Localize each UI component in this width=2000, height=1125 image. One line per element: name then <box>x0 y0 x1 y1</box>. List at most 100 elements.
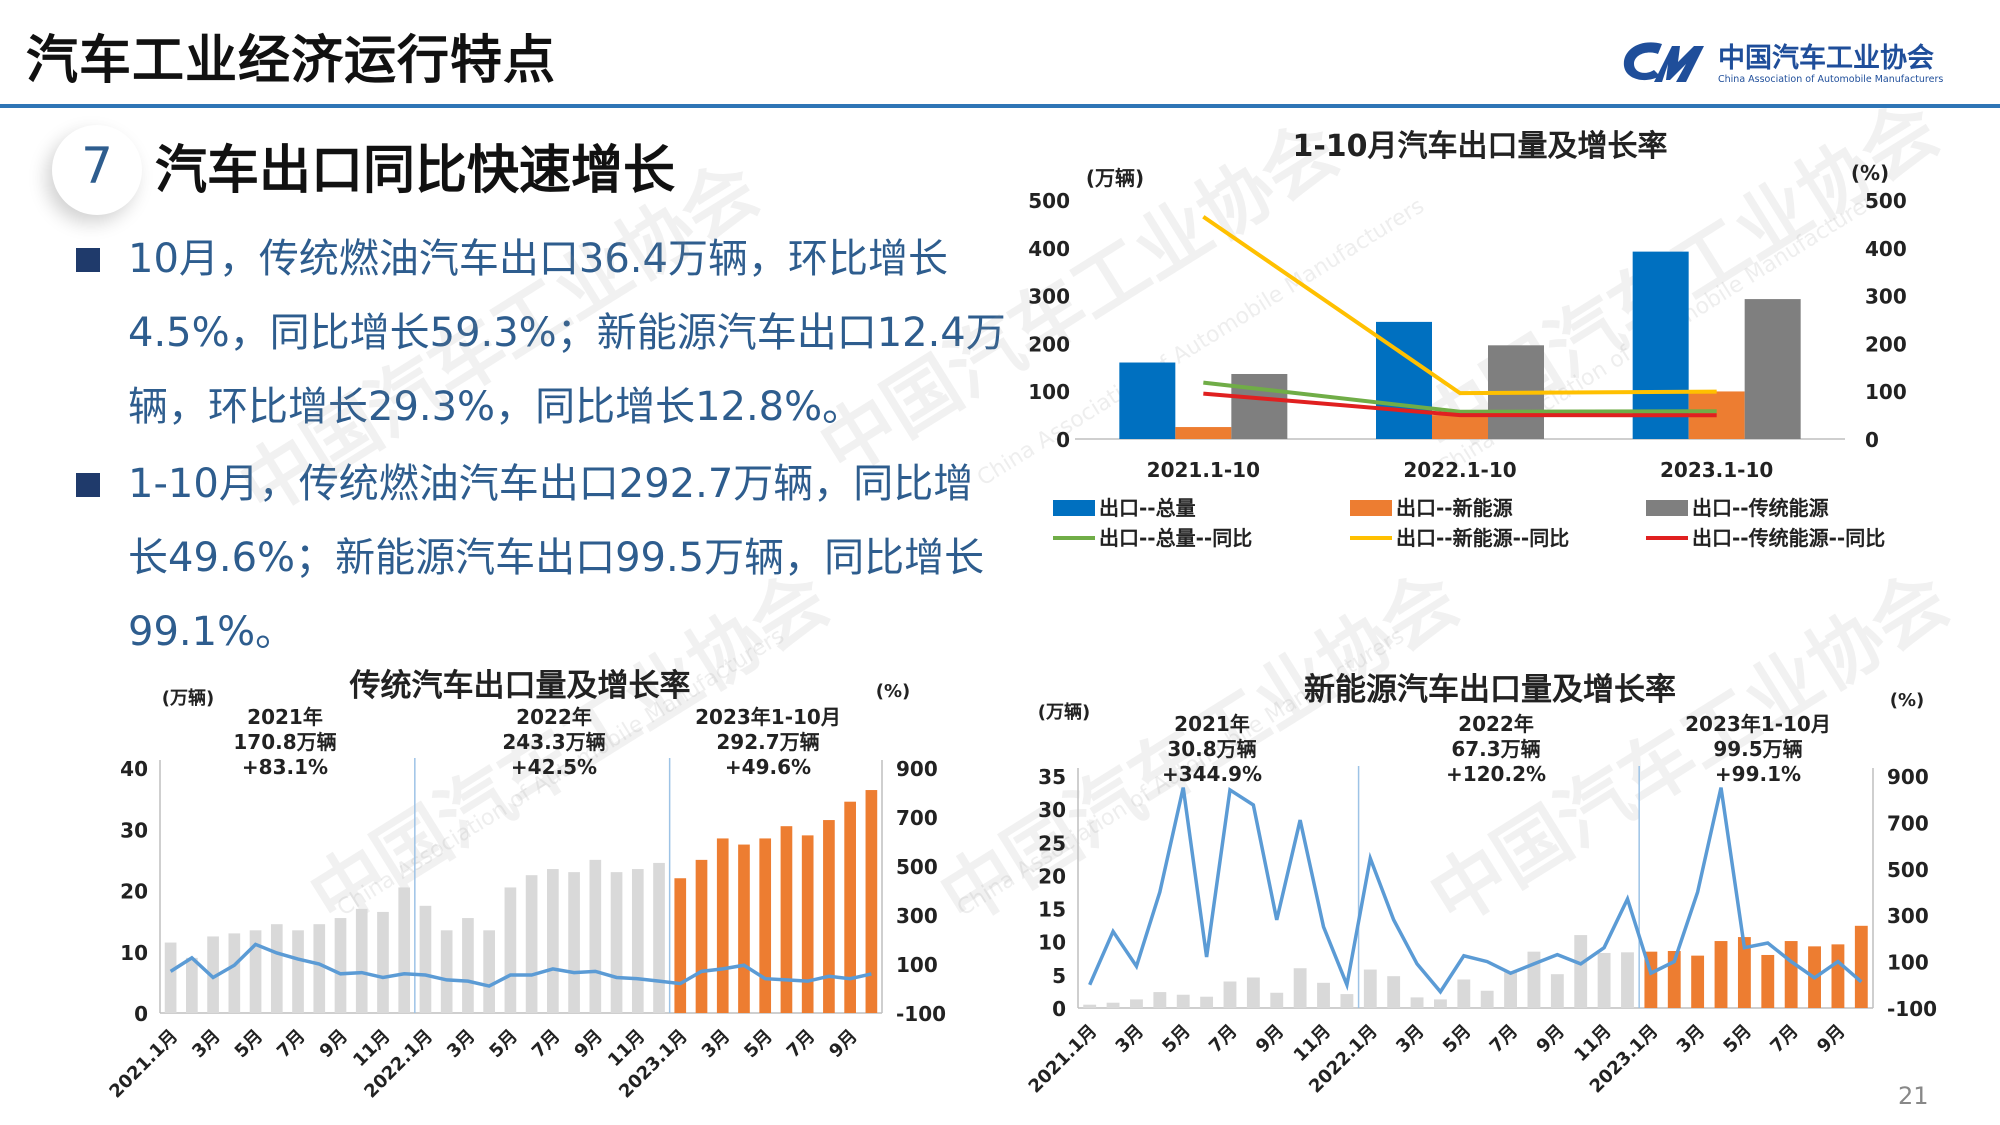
chart3-bar <box>1667 950 1681 1008</box>
chart1-left-tick: 400 <box>1028 237 1070 261</box>
chart2-x-label: 7月 <box>273 1026 309 1062</box>
chart3-bar <box>1317 982 1330 1008</box>
chart2-bar <box>419 905 432 1013</box>
chart1-left-tick: 100 <box>1028 380 1070 404</box>
chart2-bar <box>844 801 856 1013</box>
chart2-bar <box>398 887 411 1013</box>
logo-english-text: China Association of Automobile Manufact… <box>1718 74 1944 85</box>
chart2-bar <box>228 933 241 1013</box>
chart2-right-tick: 500 <box>896 855 938 879</box>
chart3-bar <box>1270 992 1284 1008</box>
chart1-legend-label: 出口--新能源--同比 <box>1396 526 1569 550</box>
bullet-marker <box>76 248 100 272</box>
chart2-bar <box>631 869 644 1013</box>
chart1-bar <box>1175 427 1232 439</box>
chart3-x-label: 5月 <box>1158 1021 1194 1057</box>
chart3-bar <box>1246 977 1260 1008</box>
chart3-bar <box>1153 992 1167 1008</box>
chart1-legend-label: 出口--总量 <box>1099 496 1196 520</box>
chart3-bar <box>1340 994 1354 1008</box>
section-number-badge: 7 <box>52 125 142 215</box>
section-number: 7 <box>81 137 113 195</box>
chart2-right-unit: (%) <box>876 681 911 702</box>
chart2-bar <box>695 859 708 1013</box>
chart2-bar <box>334 918 347 1013</box>
chart2-bar <box>589 859 602 1013</box>
chart3-x-label: 7月 <box>1766 1021 1802 1057</box>
chart1-legend-label: 出口--传统能源 <box>1692 496 1829 520</box>
chart1-line <box>1202 215 1717 396</box>
chart3-left-tick: 35 <box>1038 765 1066 789</box>
chart2-bar <box>377 911 389 1013</box>
chart3-bar <box>1504 972 1518 1008</box>
chart2-annotation-year: 2021年 <box>247 705 323 729</box>
chart3-left-tick: 0 <box>1052 997 1066 1021</box>
chart1-line <box>1203 380 1717 414</box>
chart3-right-tick: 100 <box>1887 951 1929 975</box>
chart1-line <box>1203 391 1717 418</box>
chart2-bar <box>313 924 326 1013</box>
chart3-bar <box>1387 976 1401 1008</box>
chart3-right-tick: 300 <box>1887 904 1929 928</box>
chart2-bar <box>440 930 453 1013</box>
chart1-right-unit: (%) <box>1851 161 1889 185</box>
chart2-right-tick: 300 <box>896 904 938 928</box>
chart2-bar <box>674 878 687 1013</box>
chart1-right-tick: 200 <box>1865 332 1907 356</box>
chart2-bar <box>801 835 814 1013</box>
chart3-x-label: 9月 <box>1252 1021 1288 1057</box>
chart2-bar <box>547 869 559 1013</box>
chart1-right-tick: 500 <box>1865 189 1907 213</box>
chart2-x-label: 2021.1月 <box>105 1026 182 1103</box>
chart3-right-tick: 900 <box>1887 765 1929 789</box>
chart1-right-tick: 100 <box>1865 380 1907 404</box>
chart2-bar <box>738 844 750 1013</box>
chart1-bar <box>1632 251 1689 439</box>
chart2-bar <box>759 838 772 1013</box>
chart3-annotation-year: 2022年 <box>1458 712 1534 736</box>
chart2-bar <box>653 862 665 1013</box>
chart2-bar <box>355 908 368 1013</box>
chart3-bar <box>1737 937 1751 1008</box>
header-divider <box>0 104 2000 108</box>
logo-chinese-text: 中国汽车工业协会 <box>1718 43 1934 74</box>
chart1-right-tick: 400 <box>1865 237 1907 261</box>
chart3-bar <box>1083 1004 1097 1008</box>
chart1-legend-label: 出口--新能源 <box>1396 496 1513 520</box>
chart2-annotation-year: 2023年1-10月 <box>695 705 841 729</box>
section-title: 汽车出口同比快速增长 <box>155 141 676 201</box>
chart2-left-tick: 30 <box>120 818 148 842</box>
chart3-left-tick: 30 <box>1038 798 1066 822</box>
chart3-bar <box>1831 944 1845 1008</box>
chart3-annotation-year: 2021年 <box>1174 712 1250 736</box>
chart3-right-tick: -100 <box>1887 997 1937 1021</box>
chart3-x-label: 3月 <box>1673 1021 1709 1057</box>
chart3-annotation-growth: +99.1% <box>1715 762 1801 786</box>
chart2-bar <box>823 820 835 1013</box>
chart3-bar <box>1480 990 1494 1008</box>
chart3-x-label: 7月 <box>1205 1021 1241 1057</box>
chart3-bar <box>1854 925 1868 1008</box>
chart2-x-label: 9月 <box>316 1026 352 1062</box>
chart3-left-tick: 25 <box>1038 831 1066 855</box>
chart1-title: 1-10月汽车出口量及增长率 <box>1292 129 1667 164</box>
chart1-legend-swatch <box>1053 500 1095 516</box>
chart1-left-tick: 200 <box>1028 332 1070 356</box>
chart2-x-label: 3月 <box>698 1026 734 1062</box>
page-title: 汽车工业经济运行特点 <box>26 31 557 91</box>
chart2-annotation-volume: 292.7万辆 <box>716 730 819 754</box>
chart2-bar <box>270 924 283 1013</box>
chart3-bar <box>1527 951 1541 1008</box>
chart1-x-label: 2021.1-10 <box>1147 458 1260 482</box>
chart3-x-label: 3月 <box>1392 1021 1428 1057</box>
chart2-x-label: 9月 <box>570 1026 606 1062</box>
chart1-left-tick: 500 <box>1028 189 1070 213</box>
chart3-bar <box>1293 968 1307 1008</box>
chart2-right-tick: 100 <box>896 953 938 977</box>
chart2-x-label: 7月 <box>528 1026 564 1062</box>
chart2-title: 传统汽车出口量及增长率 <box>349 668 691 704</box>
chart2-bar <box>186 957 198 1013</box>
chart1-x-label: 2022.1-10 <box>1403 458 1516 482</box>
chart2-annotation-volume: 170.8万辆 <box>233 730 336 754</box>
